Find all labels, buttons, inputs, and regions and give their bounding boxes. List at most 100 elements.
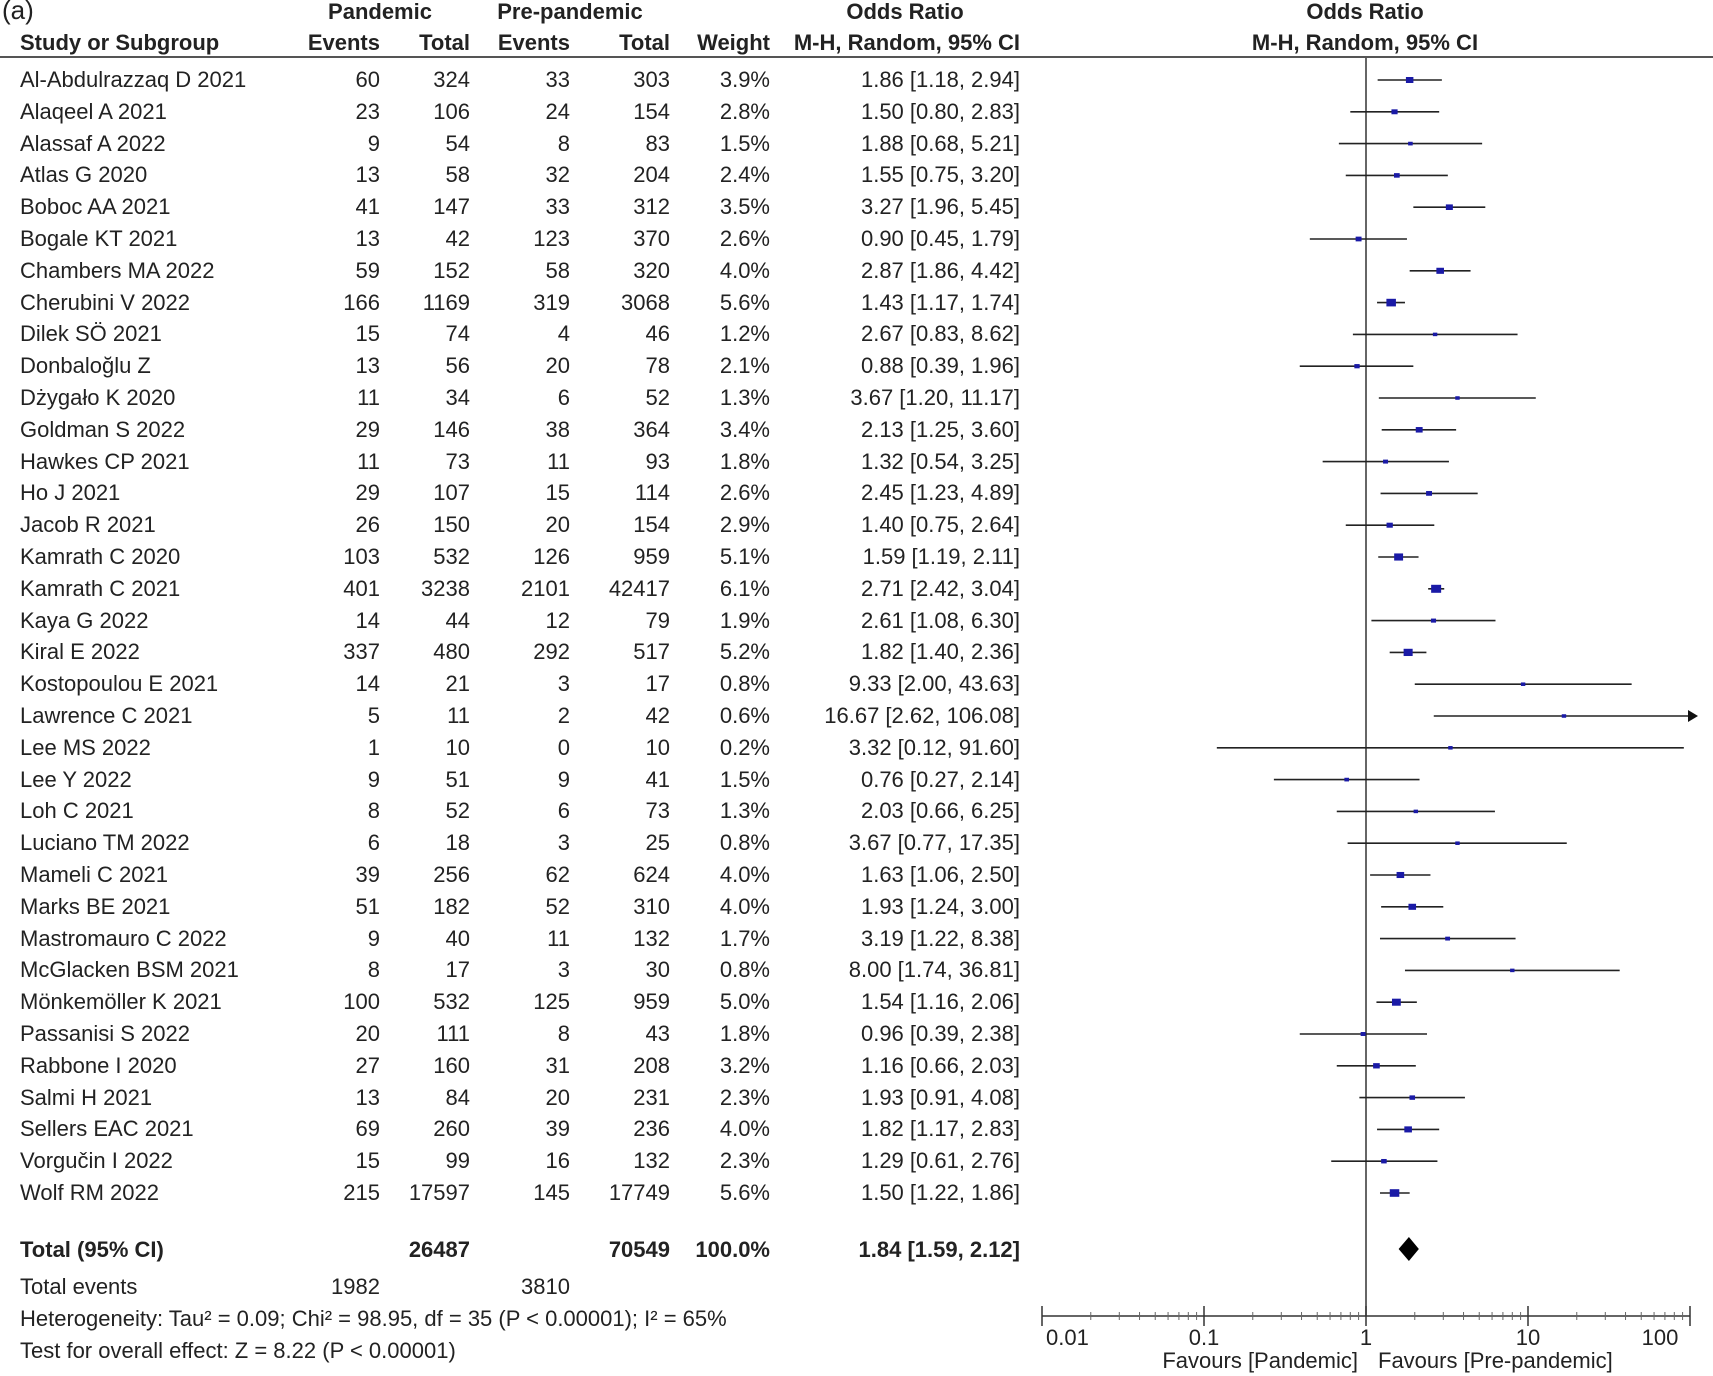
odds-ratio-ci: 1.54 [1.16, 2.06] [860,989,1020,1015]
events-pandemic: 11 [357,448,380,474]
events-pre-pandemic: 0 [557,734,570,760]
odds-ratio-ci: 3.27 [1.96, 5.45] [860,194,1020,220]
events-pre-pandemic: 12 [545,607,570,633]
study-point [1386,298,1396,307]
odds-ratio-ci: 2.61 [1.08, 6.30] [860,607,1020,633]
events-pandemic: 11 [357,385,380,410]
study-point [1510,968,1515,973]
header-pandemic: Pandemic [328,0,432,24]
study-point [1415,427,1423,433]
weight: 2.3% [719,1084,770,1110]
weight: 2.6% [719,480,770,506]
events-pandemic: 69 [355,1116,380,1142]
events-pre-pandemic: 15 [545,480,570,506]
events-pre-pandemic: 8 [557,1021,570,1046]
study-point [1394,553,1404,561]
weight: 4.0% [719,1116,770,1142]
total-pandemic: 34 [445,385,470,410]
events-pre-pandemic: 39 [545,1116,570,1142]
weight: 1.8% [719,448,770,474]
weight: 4.0% [719,257,770,283]
study-name: Ho J 2021 [20,480,121,506]
total-pandemic: 106 [433,98,470,124]
events-pandemic: 9 [367,766,380,792]
events-pre-pandemic: 11 [547,925,570,951]
total-pre-pandemic: 3068 [621,289,670,315]
events-pre-pandemic: 2 [557,703,570,728]
total-pre-pandemic: 83 [645,130,670,156]
events-label: Total events [20,1274,138,1299]
events-pre-pandemic: 8 [557,130,570,156]
events-pandemic: 337 [343,639,380,665]
total-pre-pandemic: 93 [645,448,670,474]
header-pre-pandemic: Pre-pandemic [497,0,643,24]
events-pandemic: 1 [367,734,380,760]
odds-ratio-ci: 3.67 [0.77, 17.35] [848,830,1020,856]
total-pandemic: 21 [445,671,470,697]
total-pre-pandemic: 624 [633,862,670,887]
odds-ratio-ci: 0.88 [0.39, 1.96] [860,353,1020,379]
study-name: Donbaloğlu Z [20,353,151,379]
study-point [1391,998,1401,1006]
header-events-1: Events [307,30,380,55]
weight: 5.6% [719,289,770,315]
study-name: Loh C 2021 [20,798,134,824]
events-pre-pandemic: 24 [545,98,570,124]
study-point [1408,903,1417,910]
study-name: Kiral E 2022 [20,639,140,665]
odds-ratio-ci: 1.82 [1.17, 2.83] [860,1116,1020,1142]
total-pre-pandemic: 231 [633,1084,670,1110]
events-pandemic: 14 [355,607,380,633]
total-pre-pandemic: 154 [633,98,670,124]
odds-ratio-ci: 9.33 [2.00, 43.63] [848,671,1020,697]
study-point [1409,1095,1416,1100]
study-point [1561,714,1567,718]
study-point [1360,1032,1366,1036]
total-pre-pandemic: 236 [633,1116,670,1142]
study-point [1386,522,1393,528]
header-odds-ratio-plot: Odds Ratio [1306,0,1424,24]
weight: 3.4% [719,416,770,442]
odds-ratio-ci: 2.87 [1.86, 4.42] [860,257,1020,283]
events-pre-pandemic: 20 [545,353,570,379]
study-point [1445,936,1451,941]
odds-ratio-ci: 2.13 [1.25, 3.60] [860,416,1020,442]
events-pandemic: 41 [355,194,380,220]
total-pandemic: 58 [445,162,470,188]
weight: 1.7% [719,925,770,951]
events-pandemic: 100 [343,989,380,1015]
total-pandemic: 84 [445,1084,470,1110]
weight: 4.0% [719,893,770,919]
study-name: Wolf RM 2022 [20,1180,159,1205]
odds-ratio-ci: 0.90 [0.45, 1.79] [860,226,1020,251]
odds-ratio-ci: 1.16 [0.66, 2.03] [860,1052,1020,1078]
weight: 1.9% [719,607,770,633]
total-pre-pandemic: 312 [633,194,670,220]
study-point [1383,459,1389,464]
total-pandemic: 260 [433,1116,470,1142]
total-pandemic: 532 [433,544,470,569]
study-point [1381,1158,1387,1164]
events-pre-pandemic: 3 [557,671,570,697]
total-pandemic: 73 [445,448,470,474]
events-pre-pandemic: 6 [557,385,570,410]
events-pandemic: 8 [367,798,380,824]
weight: 1.5% [719,766,770,792]
study-name: Boboc AA 2021 [20,194,171,220]
events-pre-pandemic: 3810 [521,1274,570,1299]
total-weight: 100.0% [695,1237,770,1262]
overall-effect-text: Test for overall effect: Z = 8.22 (P < 0… [20,1338,456,1363]
events-pandemic: 59 [355,257,380,283]
total-pre-pandemic: 310 [633,893,670,919]
total-pre-pandemic: 30 [645,957,670,983]
weight: 5.0% [719,989,770,1015]
total-pandemic: 150 [433,512,470,538]
events-pandemic: 20 [355,1021,380,1046]
total-pre-pandemic: 959 [633,544,670,569]
total-pandemic: 3238 [421,575,470,601]
events-pandemic: 5 [367,703,380,728]
study-point [1403,648,1413,657]
ci-arrow [1688,710,1698,722]
odds-ratio-ci: 1.40 [0.75, 2.64] [860,512,1020,538]
odds-ratio-ci: 3.19 [1.22, 8.38] [860,925,1020,951]
